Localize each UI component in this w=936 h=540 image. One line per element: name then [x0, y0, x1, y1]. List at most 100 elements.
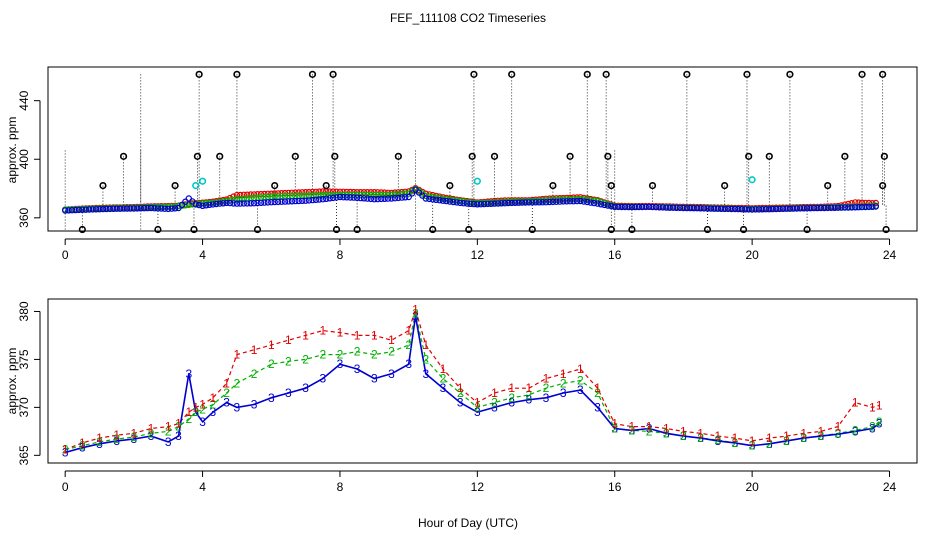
panel2-marker-series-3: 3	[835, 427, 842, 441]
panel1-point-series-y3	[872, 203, 880, 210]
panel2-marker-series-2: 2	[285, 354, 292, 368]
panel2-marker-series-1: 1	[175, 417, 182, 431]
panel1-point-series-y3	[353, 194, 361, 201]
panel2-x-tick-label: 20	[745, 480, 759, 494]
panel1-point-series-y3	[333, 194, 340, 201]
panel1-x-tick-label: 16	[608, 248, 622, 262]
panel1-point-series-y3	[140, 204, 148, 212]
panel1-point-series-y3	[625, 203, 632, 211]
panel1-point-series-y3	[659, 204, 667, 211]
panel2-marker-series-2: 2	[680, 429, 687, 443]
panel2-marker-series-3: 3	[732, 436, 739, 450]
panel1-point-series-y3	[343, 194, 350, 201]
panel2-y-tick-label: 380	[17, 301, 31, 321]
panel2-x-tick-label: 0	[62, 480, 69, 494]
panel2-marker-series-2: 2	[474, 400, 481, 414]
panel1-point-series-y2	[189, 201, 196, 208]
panel1-point-series-y3	[154, 205, 162, 212]
panel1-point-series-y3	[807, 204, 814, 212]
panel2-marker-series-2: 2	[594, 386, 601, 400]
panel1-point-series-y3	[261, 199, 268, 206]
panel2-marker-series-3: 3	[817, 429, 824, 443]
panel1-highlight-point	[473, 177, 481, 185]
panel2-marker-series-2: 2	[319, 348, 326, 362]
panel1-point-series-y3	[821, 204, 828, 212]
panel1-point-series-y3	[230, 200, 237, 207]
panel1-point-series-y3	[460, 199, 467, 207]
panel1-point-series-y3	[209, 201, 217, 208]
panel1-outlier-point	[291, 152, 299, 160]
panel1-point-series-y3	[615, 203, 622, 211]
panel1-outlier-point	[549, 182, 557, 190]
panel1-point-series-y2	[309, 192, 316, 199]
panel2-marker-series-1: 1	[663, 422, 670, 436]
panel1-point-series-y3	[766, 205, 773, 213]
panel2-x-tick-label: 4	[199, 480, 206, 494]
panel1-point-series-y3	[237, 200, 244, 207]
panel1-point-series-y3	[587, 199, 594, 206]
panel2-marker-series-3: 3	[79, 441, 86, 455]
panel2-marker-series-2: 2	[508, 391, 515, 405]
panel1-point-series-y3	[553, 198, 560, 205]
panel1-outlier-point	[739, 225, 748, 234]
panel1-outlier-point	[721, 182, 729, 190]
panel1-point-series-y3	[470, 200, 478, 208]
panel2-marker-series-2: 2	[210, 398, 217, 412]
panel1-point-series-y3	[463, 200, 471, 207]
panel1-point-series-y3	[608, 202, 615, 210]
panel1-outlier-point	[78, 225, 86, 234]
panel2-marker-series-1: 1	[165, 420, 172, 434]
panel2-y-tick-label: 365	[17, 445, 31, 465]
panel2-marker-series-2: 2	[165, 424, 172, 438]
panel2-marker-series-1: 1	[526, 381, 533, 395]
panel1-point-series-y2	[237, 195, 244, 203]
panel1-highlight-point	[748, 176, 756, 184]
panel1-point-series-y2	[367, 191, 375, 199]
panel2-marker-series-3: 3	[526, 393, 533, 407]
panel2-marker-series-2: 2	[800, 431, 807, 445]
panel1-point-series-y3	[92, 206, 100, 213]
panel1-point-series-y3	[395, 194, 402, 202]
panel1-point-series-y3	[697, 205, 704, 212]
panel1-outlier-point	[171, 182, 179, 190]
panel1-point-series-y3	[546, 198, 553, 206]
panel1-point-series-y3	[573, 197, 581, 205]
panel1-outlier-point	[490, 152, 499, 160]
panel2-marker-series-1: 1	[474, 396, 481, 410]
panel1-point-series-y1	[305, 188, 313, 196]
panel1-outlier-point	[648, 182, 657, 190]
panel1-point-series-y3	[718, 205, 725, 212]
panel1-x-tick-label: 8	[337, 248, 344, 262]
panel1-point-series-y3	[182, 198, 189, 205]
panel2-marker-series-3: 3	[876, 417, 883, 431]
panel1-point-series-y3	[185, 195, 192, 202]
panel2-marker-series-3: 3	[560, 386, 567, 400]
panel2-marker-series-2: 2	[302, 352, 309, 366]
panel1-outlier-point	[394, 152, 402, 160]
panel1-point-series-y1	[292, 189, 299, 196]
panel2-marker-series-2: 2	[234, 376, 241, 390]
panel1-point-series-y3	[700, 205, 708, 212]
panel1-point-series-y3	[707, 205, 715, 212]
panel1-point-series-y3	[130, 205, 138, 212]
panel2-marker-series-3: 3	[543, 391, 550, 405]
panel1-point-series-y3	[687, 204, 694, 212]
panel2-marker-series-1: 1	[577, 362, 584, 376]
panel2-marker-series-2: 2	[526, 388, 533, 402]
panel1-highlight-point	[198, 177, 207, 185]
panel1-point-series-y3	[639, 203, 646, 211]
panel2-marker-series-3: 3	[199, 415, 206, 429]
panel1-point-series-y2	[182, 202, 189, 209]
panel1-point-series-y3	[663, 204, 670, 211]
panel1-point-series-y3	[721, 205, 728, 213]
panel2-marker-series-2: 2	[697, 431, 704, 445]
panel1-point-series-y3	[103, 205, 110, 213]
panel1-point-series-y3	[250, 199, 258, 207]
panel1-outlier-point	[824, 182, 832, 190]
panel2-x-tick-label: 16	[608, 480, 622, 494]
panel1-point-series-y3	[192, 201, 199, 208]
panel1-point-series-y2	[378, 191, 385, 199]
panel1-plot: 0 4 8 12 16 20 24 360 400 440	[17, 70, 897, 262]
panel1-point-series-y3	[481, 200, 488, 208]
